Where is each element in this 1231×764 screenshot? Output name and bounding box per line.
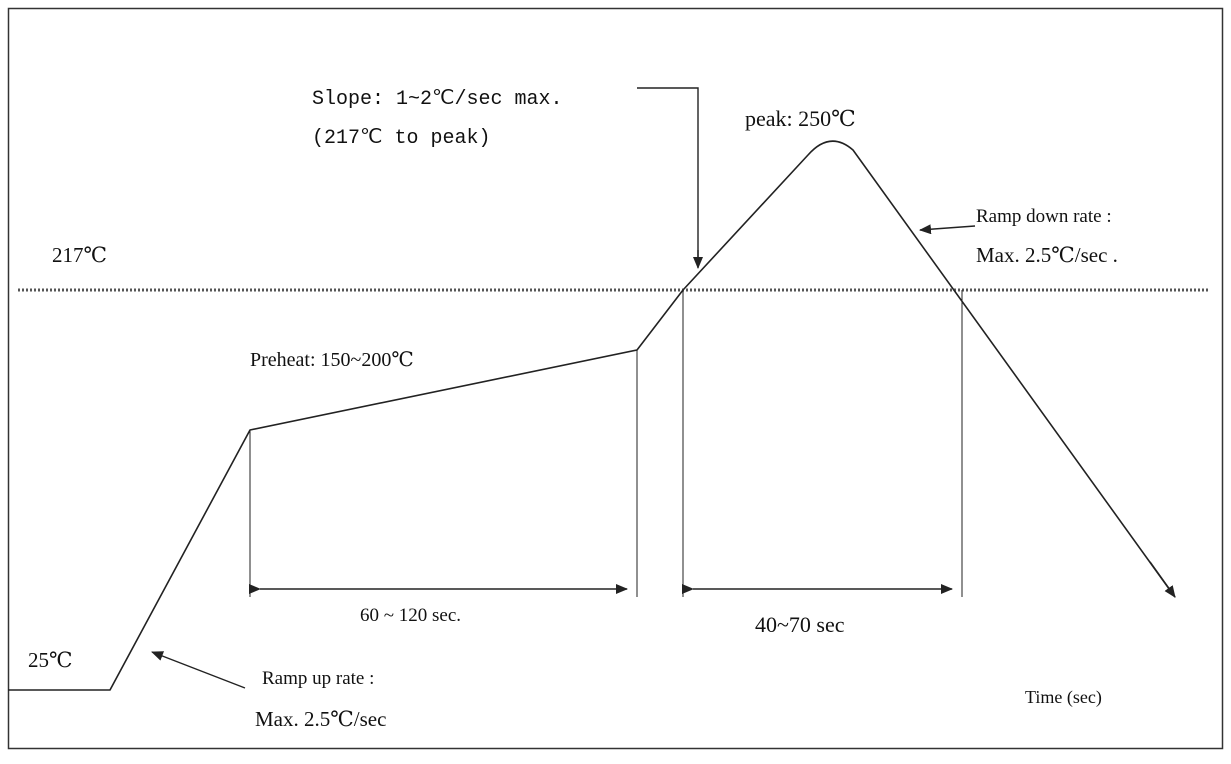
slope-callout-leader (637, 87, 699, 262)
ramp-up-callout-arrow (151, 651, 246, 689)
ramp-down-label-line2: Max. 2.5℃/sec . (976, 243, 1118, 267)
slope-label-line1: Slope: 1~2℃/sec max. (312, 88, 563, 111)
diagram-border (7, 7, 1224, 750)
level-217-label: 217℃ (52, 243, 107, 267)
slope-label-line2: (217℃ to peak) (312, 127, 491, 150)
preheat-label: Preheat: 150~200℃ (250, 349, 414, 371)
ramp-up-label-line2: Max. 2.5℃/sec (255, 707, 386, 731)
curve-end-arrow (1149, 561, 1176, 598)
x-axis-label: Time (sec) (1025, 687, 1102, 708)
ramp-up-label-line1: Ramp up rate : (262, 668, 374, 689)
peak-label: peak: 250℃ (745, 106, 856, 131)
ramp-down-label-line1: Ramp down rate : (976, 206, 1112, 227)
preheat-duration-label: 60 ~ 120 sec. (360, 605, 461, 626)
temperature-profile-curve (8, 140, 1176, 691)
level-25-label: 25℃ (28, 648, 73, 672)
reflow-duration-label: 40~70 sec (755, 612, 845, 637)
ramp-down-callout-arrow (919, 224, 976, 235)
